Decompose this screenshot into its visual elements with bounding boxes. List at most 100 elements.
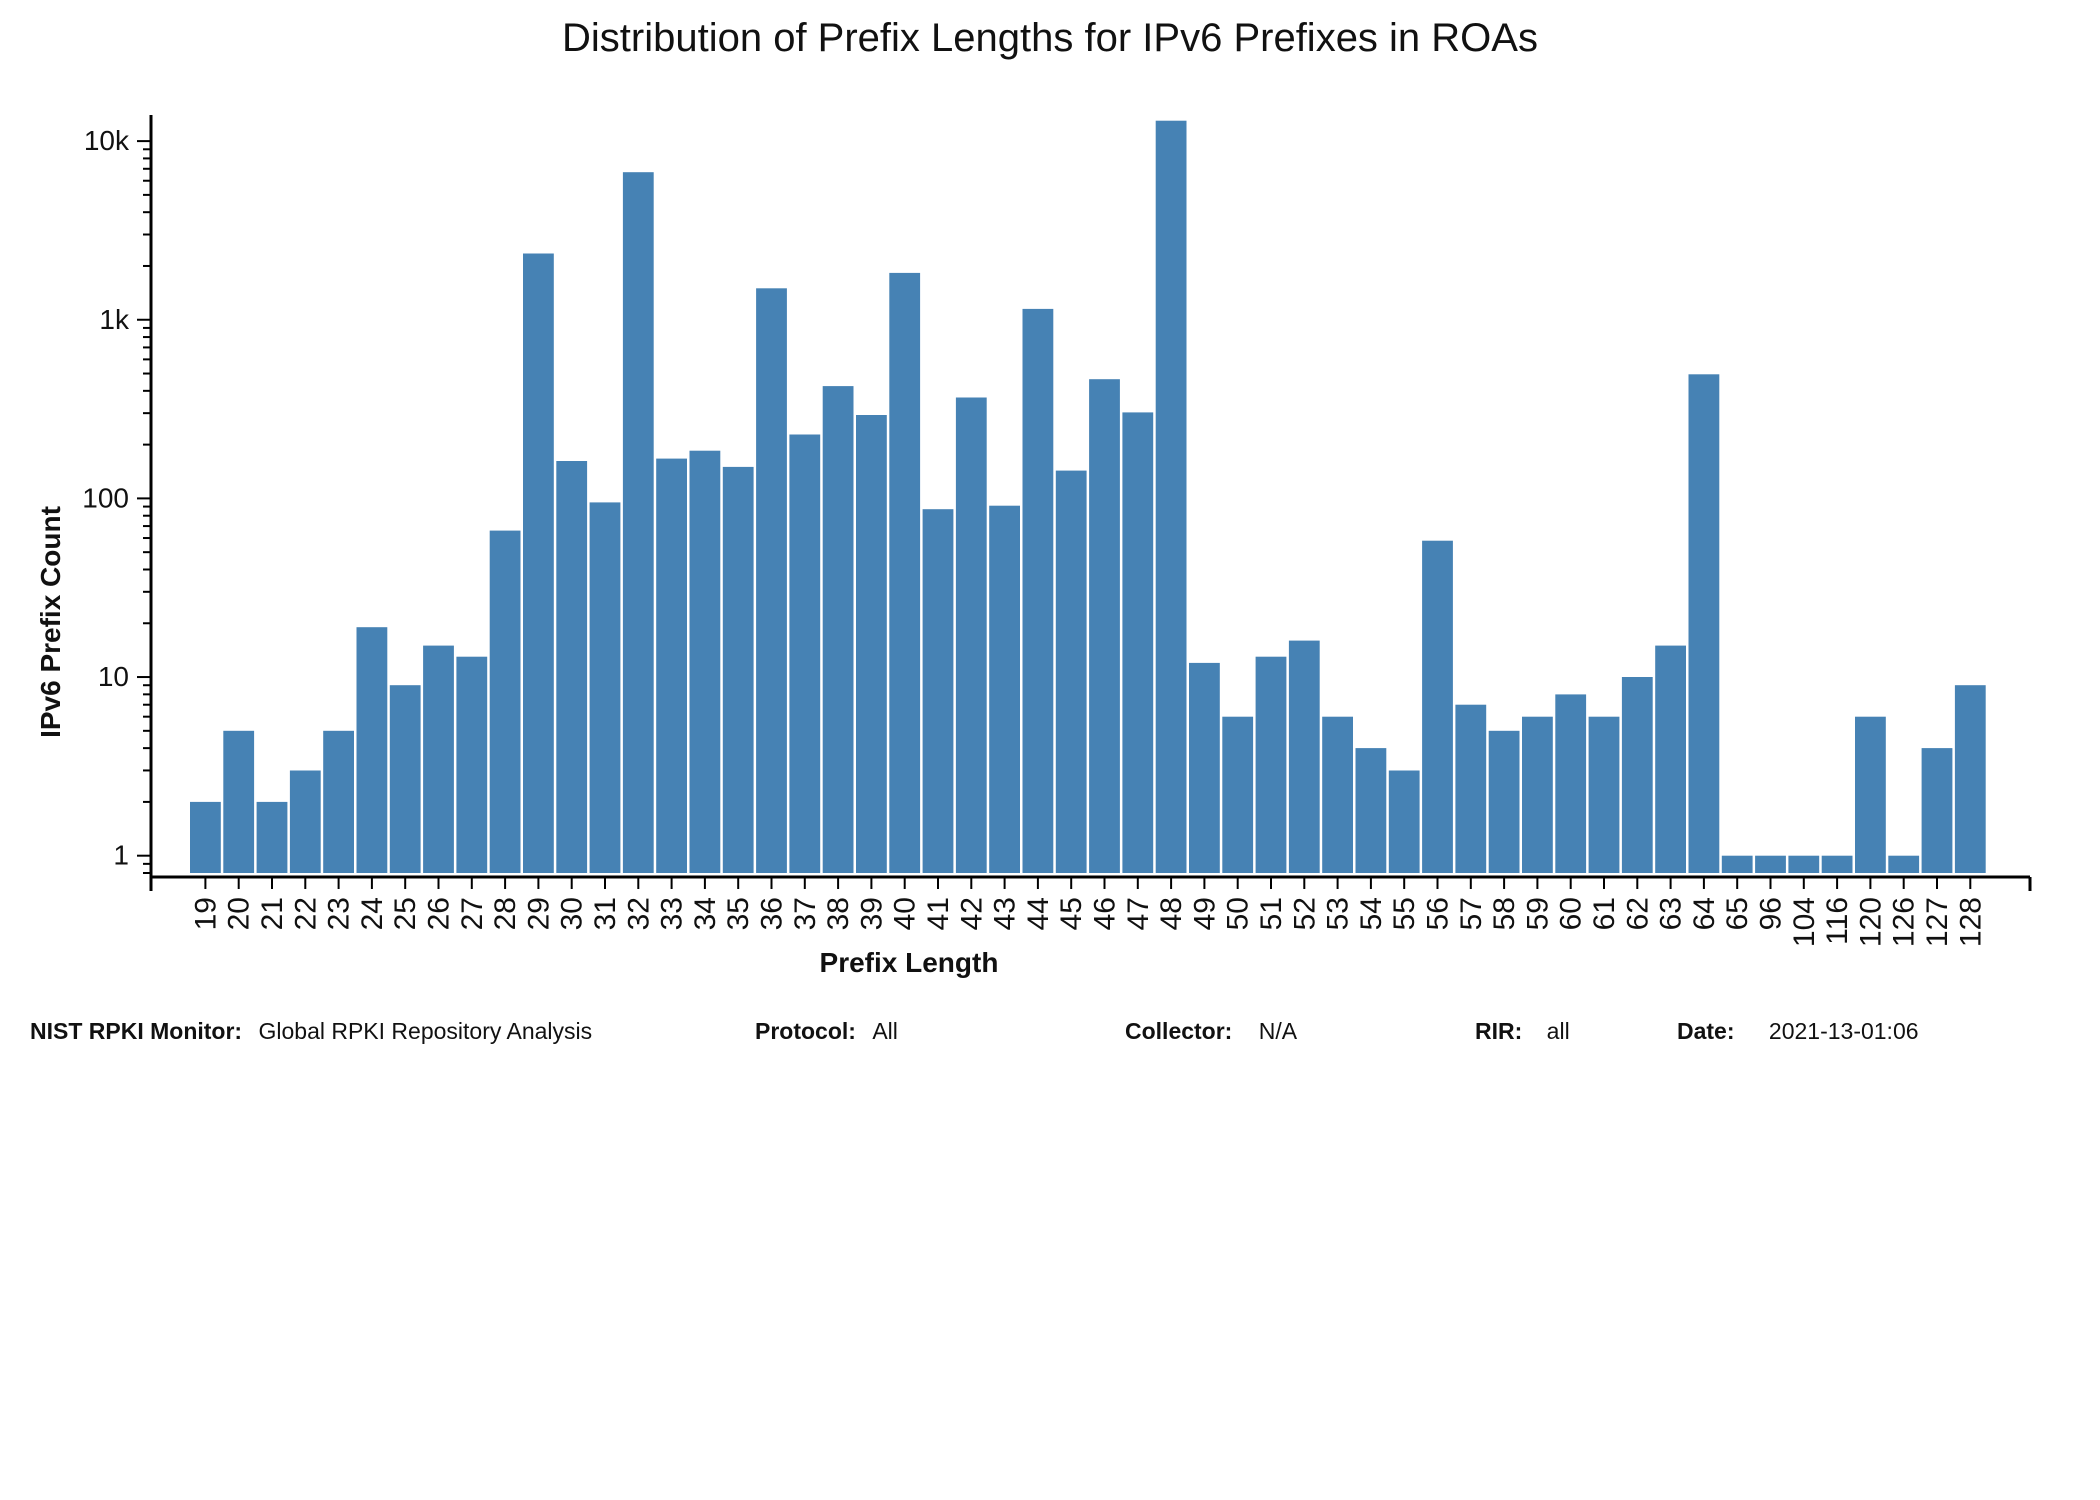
x-tick-label: 58 — [1488, 897, 1521, 930]
x-tick-label: 44 — [1022, 897, 1055, 930]
bar-63 — [1655, 645, 1686, 873]
bar-57 — [1455, 704, 1487, 873]
y-axis-label: IPv6 Prefix Count — [35, 506, 66, 738]
bar-56 — [1422, 540, 1453, 873]
chart-plot: 1 10 100 1k 10k 19 20 21 22 23 24 25 26 27 28 29 30 31 32… — [35, 115, 2032, 978]
footer-monitor: NIST RPKI Monitor: Global RPKI Repositor… — [30, 1018, 592, 1045]
x-tick-label: 63 — [1655, 897, 1688, 930]
bar-20 — [223, 730, 255, 873]
footer-rir-value: all — [1546, 1018, 1570, 1044]
bar-35 — [722, 466, 754, 873]
bar-25 — [389, 685, 421, 873]
bar-116 — [1821, 855, 1853, 873]
y-tick-label: 1 — [113, 840, 129, 871]
x-tick-label: 32 — [622, 897, 655, 930]
bar-120 — [1855, 716, 1886, 873]
bar-96 — [1755, 855, 1786, 873]
x-tick-label: 47 — [1122, 897, 1155, 930]
x-tick-label: 31 — [589, 897, 622, 930]
bar-23 — [323, 730, 354, 873]
x-tick-label: 57 — [1455, 897, 1488, 930]
bar-104 — [1788, 855, 1820, 873]
y-axis: 1 10 100 1k 10k — [82, 115, 153, 878]
footer-collector-value: N/A — [1258, 1018, 1298, 1044]
bar-34 — [689, 450, 721, 873]
footer-protocol: Protocol: All — [755, 1018, 898, 1045]
x-axis: 19 20 21 22 23 24 25 26 27 28 29 30 31 32 33 34 35 36 37 38… — [149, 875, 2032, 947]
footer-date: Date: 2021-13-01:06 — [1677, 1018, 1919, 1045]
bar-44 — [1022, 308, 1054, 873]
y-tick-label: 10 — [98, 661, 129, 692]
x-tick-label: 116 — [1821, 897, 1854, 945]
x-tick-label: 126 — [1888, 897, 1921, 947]
bar-21 — [256, 801, 288, 873]
footer-monitor-value: Global RPKI Repository Analysis — [258, 1018, 593, 1044]
x-tick-label: 54 — [1355, 897, 1388, 930]
footer-collector-label: Collector: — [1125, 1018, 1233, 1044]
bar-30 — [556, 461, 588, 873]
x-tick-label: 42 — [955, 897, 988, 930]
bar-29 — [523, 253, 554, 873]
bar-38 — [822, 386, 854, 873]
bar-27 — [456, 656, 488, 873]
x-tick-label: 36 — [756, 897, 789, 930]
x-tick-label: 27 — [456, 897, 489, 930]
x-tick-label: 61 — [1588, 897, 1621, 930]
x-tick-label: 128 — [1954, 897, 1987, 947]
bar-39 — [856, 415, 887, 873]
x-tick-label: 50 — [1222, 897, 1255, 930]
y-tick-label: 1k — [99, 304, 130, 335]
x-tick-label: 49 — [1188, 897, 1221, 930]
x-tick-label: 64 — [1688, 897, 1721, 930]
bar-55 — [1388, 770, 1420, 873]
x-tick-label: 53 — [1322, 897, 1355, 930]
x-tick-label: 48 — [1155, 897, 1188, 930]
bar-32 — [622, 172, 654, 873]
x-tick-label: 35 — [722, 897, 755, 930]
x-tick-label: 26 — [423, 897, 456, 930]
bar-group — [190, 120, 1986, 873]
footer-protocol-value: All — [872, 1018, 898, 1044]
x-tick-label: 127 — [1921, 897, 1954, 947]
bar-22 — [289, 770, 321, 873]
x-tick-label: 43 — [989, 897, 1022, 930]
bar-52 — [1288, 640, 1320, 873]
bar-46 — [1089, 379, 1120, 873]
x-tick-label: 65 — [1721, 897, 1754, 930]
bar-33 — [656, 458, 687, 873]
bar-127 — [1921, 748, 1953, 873]
bar-60 — [1555, 694, 1587, 873]
x-tick-label: 34 — [689, 897, 722, 930]
x-tick-label: 59 — [1521, 897, 1554, 930]
x-tick-label: 41 — [922, 897, 955, 930]
bar-58 — [1488, 730, 1520, 873]
bar-31 — [589, 502, 621, 873]
x-tick-label: 45 — [1055, 897, 1088, 930]
bar-24 — [356, 627, 388, 873]
bar-36 — [756, 288, 787, 873]
bar-53 — [1322, 716, 1353, 873]
bar-126 — [1888, 855, 1920, 873]
bar-64 — [1688, 374, 1720, 873]
bar-51 — [1255, 656, 1287, 873]
x-tick-label: 23 — [323, 897, 356, 930]
x-tick-label: 24 — [356, 897, 389, 930]
x-tick-label: 25 — [389, 897, 422, 930]
x-tick-label: 60 — [1555, 897, 1588, 930]
bar-19 — [190, 801, 221, 873]
x-tick-label: 46 — [1089, 897, 1122, 930]
bar-48 — [1155, 120, 1187, 873]
footer-protocol-label: Protocol: — [755, 1018, 856, 1044]
bar-47 — [1122, 412, 1154, 873]
bar-54 — [1355, 748, 1387, 873]
x-tick-label: 20 — [223, 897, 256, 930]
x-tick-label: 22 — [289, 897, 322, 930]
x-tick-label: 55 — [1388, 897, 1421, 930]
bar-50 — [1222, 716, 1254, 873]
bar-49 — [1189, 662, 1220, 873]
x-tick-label: 104 — [1788, 897, 1821, 947]
footer-rir-label: RIR: — [1475, 1018, 1523, 1044]
x-tick-label: 28 — [489, 897, 522, 930]
bar-26 — [423, 645, 454, 873]
x-tick-label: 56 — [1422, 897, 1455, 930]
